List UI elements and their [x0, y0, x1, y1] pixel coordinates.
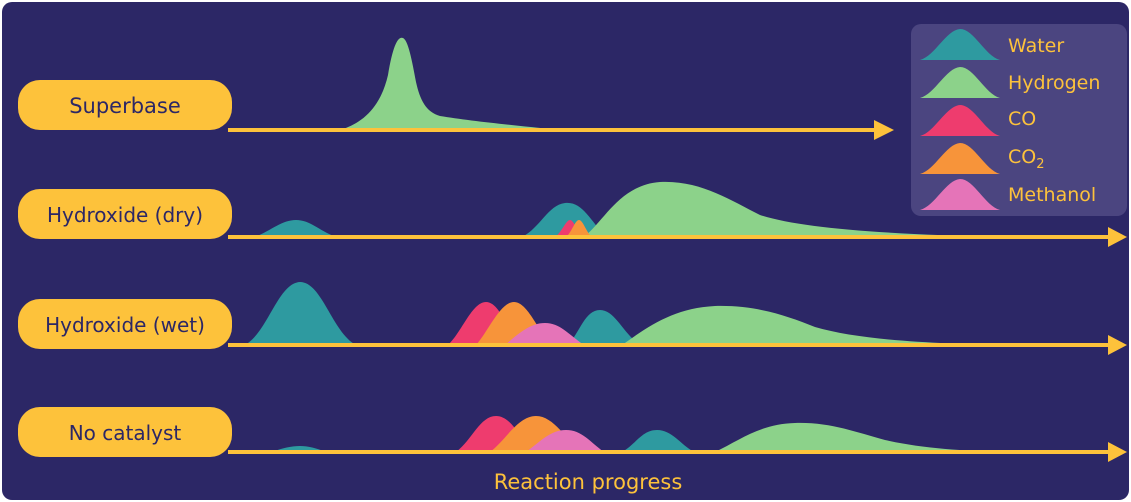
row-label-box [18, 80, 232, 130]
row-label: No catalyst [69, 421, 182, 445]
row-label: Superbase [69, 94, 181, 118]
legend-label: Methanol [1008, 184, 1096, 206]
row-arrowhead [1108, 227, 1127, 247]
legend: Water Hydrogen CO CO2 Methanol [911, 24, 1127, 216]
row-label-box [18, 299, 232, 349]
legend-item-hydrogen: Hydrogen [920, 67, 1100, 98]
x-axis-label: Reaction progress [494, 470, 683, 494]
row-no-catalyst: No catalyst [18, 407, 1127, 462]
row-superbase: Superbase [18, 37, 894, 140]
hydrogen-peak [340, 37, 560, 130]
water-peak-early [255, 220, 336, 237]
row-arrowhead [1108, 335, 1127, 355]
co2-peak-swatch [920, 143, 1000, 174]
legend-label: CO [1008, 108, 1036, 130]
legend-item-water: Water [920, 29, 1064, 60]
water-peak-early [245, 282, 356, 345]
legend-item-co: CO [920, 105, 1036, 136]
row-hydroxide-dry: Hydroxide (dry) [18, 181, 1127, 247]
water-peak-mid [568, 310, 640, 345]
legend-item-co2: CO2 [920, 143, 1045, 174]
row-label: Hydroxide (dry) [47, 203, 203, 227]
row-hydroxide-wet: Hydroxide (wet) [18, 282, 1127, 355]
water-peak-swatch [920, 29, 1000, 60]
co-peak-swatch [920, 105, 1000, 136]
hydrogen-peak-broad [622, 305, 1020, 345]
legend-label-subscript: 2 [1036, 157, 1044, 172]
legend-label: Hydrogen [1008, 72, 1100, 94]
legend-label: Water [1008, 35, 1064, 57]
legend-item-methanol: Methanol [920, 179, 1096, 210]
row-label-box [18, 189, 232, 239]
row-arrowhead [874, 120, 894, 140]
co2-peak [566, 220, 592, 237]
methanol-peak-swatch [920, 179, 1000, 210]
hydrogen-peak-swatch [920, 67, 1000, 98]
methanol-peak [526, 430, 604, 452]
water-peak-mid [622, 430, 694, 452]
hydrogen-peak-broad [715, 422, 1010, 452]
hydrogen-peak-broad [584, 181, 1000, 237]
row-label: Hydroxide (wet) [45, 313, 205, 337]
row-arrowhead [1108, 442, 1127, 462]
row-label-box [18, 407, 232, 457]
legend-label: CO2 [1008, 146, 1045, 172]
methanol-peak [505, 323, 584, 345]
legend-label-main: CO [1008, 146, 1036, 168]
